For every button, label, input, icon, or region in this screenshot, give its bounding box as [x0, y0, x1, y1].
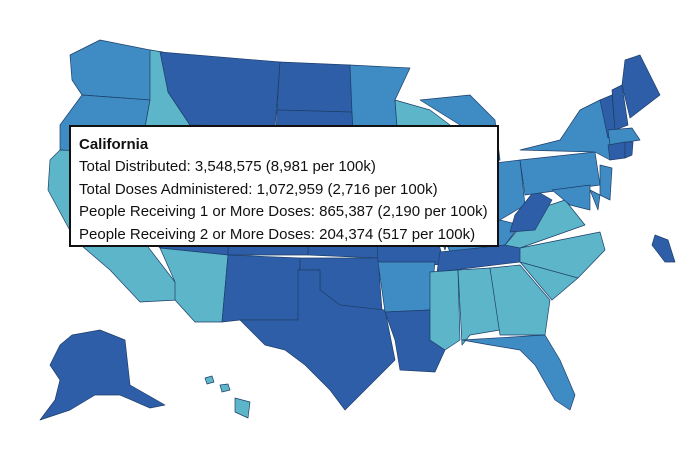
tooltip-one-or-more-doses: People Receiving 1 or More Doses: 865,38… — [79, 201, 497, 224]
state-texas[interactable] — [239, 269, 396, 411]
state-rhode-island[interactable] — [624, 141, 634, 159]
state-mississippi[interactable] — [429, 269, 461, 351]
tooltip-two-or-more-doses: People Receiving 2 or More Doses: 204,37… — [79, 224, 497, 247]
tooltip-per-100k: (2,716 per 100k) — [327, 180, 438, 198]
tooltip-label: Total Doses Administered: — [79, 180, 257, 198]
state-alabama[interactable] — [457, 267, 501, 346]
state-arkansas[interactable] — [377, 261, 436, 313]
state-tooltip: California Total Distributed: 3,548,575 … — [69, 125, 499, 247]
tooltip-per-100k: (8,981 per 100k) — [265, 158, 376, 175]
state-new-york[interactable] — [519, 99, 611, 161]
tooltip-per-100k: (517 per 100k) — [377, 225, 476, 243]
state-new-hampshire[interactable] — [611, 84, 629, 131]
tooltip-total-administered: Total Doses Administered: 1,072,959 (2,7… — [79, 179, 497, 202]
state-florida[interactable] — [461, 334, 576, 411]
tooltip-value: 204,374 — [319, 225, 374, 243]
state-north-dakota[interactable] — [276, 61, 353, 113]
state-new-mexico[interactable] — [221, 254, 301, 323]
territory-puerto-rico[interactable] — [651, 234, 676, 263]
tooltip-label: People Receiving 1 or More Doses: — [79, 203, 320, 220]
state-north-carolina[interactable] — [519, 231, 606, 279]
tooltip-value: 865,387 — [319, 203, 374, 220]
state-alaska[interactable] — [39, 329, 166, 421]
tooltip-value: 1,072,959 — [256, 180, 324, 198]
tooltip-total-distributed: Total Distributed: 3,548,575 (8,981 per … — [79, 156, 497, 179]
tooltip-per-100k: (2,190 per 100k) — [377, 203, 488, 220]
state-connecticut[interactable] — [607, 141, 626, 161]
state-maine[interactable] — [621, 54, 661, 119]
state-maryland[interactable] — [551, 184, 591, 211]
state-washington[interactable] — [69, 39, 161, 101]
state-massachusetts[interactable] — [607, 127, 641, 146]
tooltip-state-name: California — [79, 136, 149, 153]
tooltip-label: People Receiving 2 or More Doses: — [79, 225, 320, 243]
tooltip-value: 3,548,575 — [194, 158, 262, 175]
state-new-jersey[interactable] — [599, 164, 613, 201]
state-georgia[interactable] — [489, 264, 551, 336]
state-hawaii[interactable] — [204, 375, 251, 419]
state-delaware[interactable] — [589, 189, 601, 211]
tooltip-label: Total Distributed: — [79, 158, 195, 175]
